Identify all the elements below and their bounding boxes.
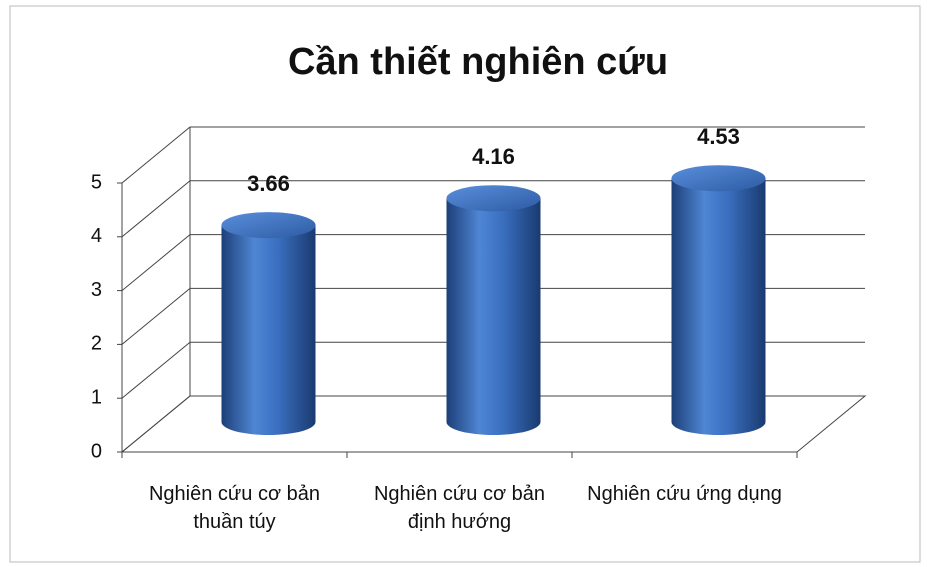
chart-border bbox=[9, 5, 921, 563]
chart-title: Cần thiết nghiên cứu bbox=[288, 41, 668, 83]
value-label: 4.53 bbox=[697, 124, 740, 149]
grid-line bbox=[121, 180, 191, 238]
cylinder bbox=[221, 225, 316, 436]
grid-line bbox=[121, 288, 191, 345]
x-tick-label: Nghiên cứu cơ bản thuần túy bbox=[148, 483, 321, 533]
y-tick-label: 3 bbox=[91, 279, 102, 301]
grid-line bbox=[121, 341, 191, 399]
cylinder-top bbox=[221, 212, 316, 239]
grid-line bbox=[121, 126, 191, 184]
y-tick-label: 1 bbox=[91, 386, 102, 408]
cylinder bbox=[446, 198, 541, 436]
y-tick-label: 0 bbox=[91, 440, 102, 462]
value-label: 4.16 bbox=[472, 144, 515, 169]
grid-line bbox=[121, 234, 191, 291]
cylinder-top bbox=[446, 185, 541, 212]
cylinder-top bbox=[671, 165, 766, 192]
y-tick-label: 5 bbox=[91, 171, 102, 193]
cylinder bbox=[671, 178, 766, 436]
x-tick-label: Nghiên cứu cơ bản định hướng bbox=[373, 483, 546, 533]
y-tick-label: 2 bbox=[91, 333, 102, 355]
grid-line bbox=[121, 395, 191, 453]
x-tick-label: Nghiên cứu ứng dụng bbox=[587, 483, 782, 505]
y-tick-label: 4 bbox=[91, 225, 102, 247]
value-label: 3.66 bbox=[247, 171, 290, 196]
